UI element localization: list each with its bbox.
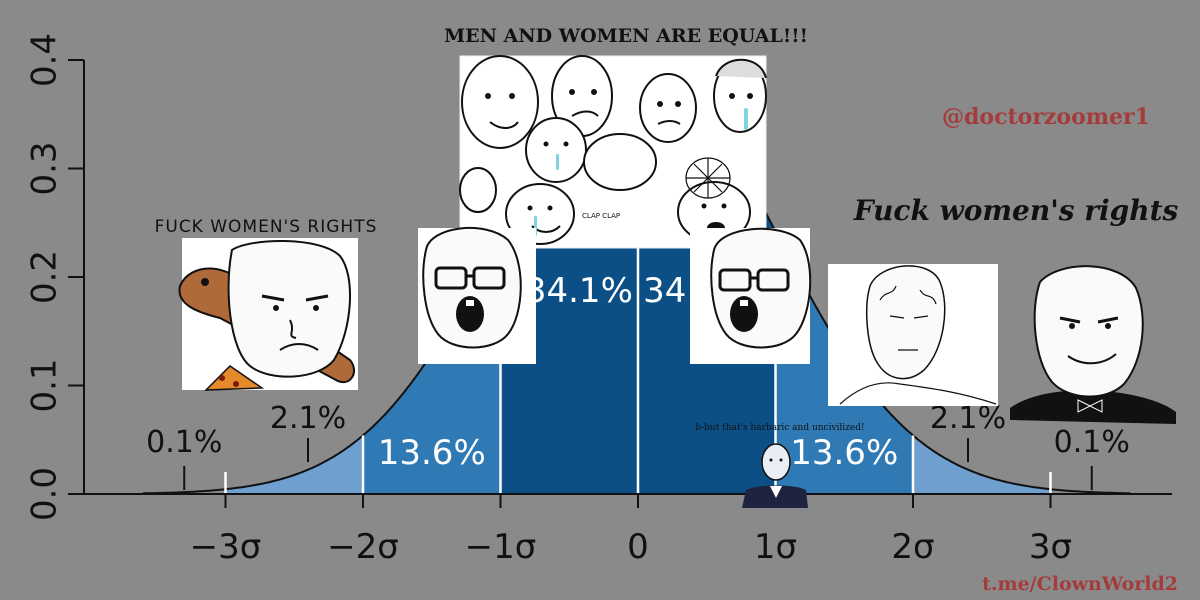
y-tick-label: 0.0	[25, 467, 65, 521]
soyjak-left	[418, 227, 536, 364]
region-fill-0	[225, 435, 363, 494]
watermark-handle: @doctorzoomer1	[942, 104, 1150, 130]
y-tick-label: 0.3	[25, 141, 65, 195]
tail-label-left: 0.1%	[146, 425, 222, 460]
region-label-2: 34.1%	[525, 271, 633, 311]
clap-text: CLAP CLAP	[582, 212, 620, 220]
top-caption: MEN AND WOMEN ARE EQUAL!!!	[444, 25, 808, 47]
region-fill-5	[913, 435, 1051, 494]
x-tick-label: 2σ	[891, 527, 934, 567]
bowtie-icon	[1077, 399, 1103, 413]
tail-label-right: 0.1%	[1054, 425, 1130, 460]
region-label-4: 13.6%	[790, 433, 898, 473]
chad-wojak	[828, 264, 998, 406]
tiny-suit-wojak	[742, 443, 808, 508]
soyjak-right	[690, 227, 812, 364]
x-tick-label: −2σ	[327, 527, 399, 567]
region-label-1: 13.6%	[378, 433, 486, 473]
x-tick-label: 3σ	[1029, 527, 1072, 567]
y-tick-label: 0.1	[25, 358, 65, 412]
y-tick-label: 0.2	[25, 250, 65, 304]
region-label-0: 2.1%	[270, 401, 346, 436]
x-tick-label: 1σ	[754, 527, 797, 567]
suit-wojak	[1010, 265, 1176, 424]
caveman-wojak	[178, 238, 358, 391]
crowd-of-crying-wojaks	[459, 55, 767, 249]
small-caption: b-but that's barbaric and uncivilized!	[695, 423, 864, 433]
x-tick-label: −3σ	[190, 527, 262, 567]
y-tick-label: 0.4	[25, 33, 65, 87]
x-tick-label: 0	[627, 527, 649, 567]
left-caption: FUCK WOMEN'S RIGHTS	[155, 217, 378, 237]
region-label-5: 2.1%	[930, 401, 1006, 436]
x-tick-label: −1σ	[465, 527, 537, 567]
watermark-link: t.me/ClownWorld2	[982, 573, 1178, 595]
right-caption: Fuck women's rights	[853, 194, 1179, 227]
